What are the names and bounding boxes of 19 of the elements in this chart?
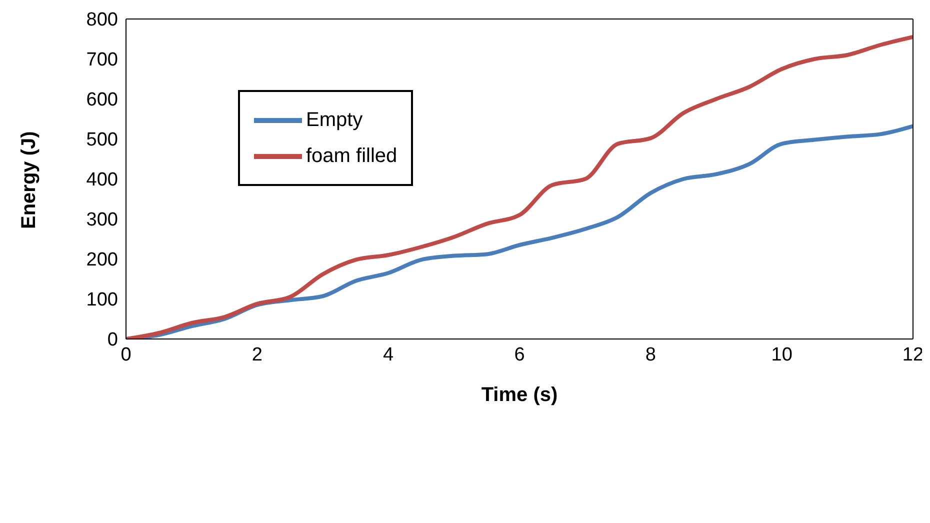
- x-tick-label: 10: [771, 344, 792, 366]
- y-tick-label: 800: [86, 10, 118, 31]
- y-tick-label: 100: [86, 290, 118, 311]
- y-axis-title: Energy (J): [18, 131, 40, 229]
- y-tick-label: 400: [86, 170, 118, 191]
- x-tick-label: 6: [514, 344, 525, 366]
- y-tick-label: 500: [86, 130, 118, 151]
- x-tick-label: 8: [645, 344, 656, 366]
- x-axis-title: Time (s): [481, 384, 558, 406]
- legend-label: foam filled: [306, 144, 398, 168]
- y-tick-label: 300: [86, 210, 118, 231]
- x-tick-label: 2: [252, 344, 262, 366]
- y-tick-label: 200: [86, 250, 118, 271]
- x-tick-label: 0: [120, 344, 132, 366]
- legend-label: Empty: [306, 108, 363, 132]
- y-tick-label: 600: [86, 90, 118, 111]
- y-tick-label: 0: [107, 330, 118, 351]
- y-tick-label: 700: [86, 50, 118, 71]
- x-tick-label: 4: [383, 344, 394, 366]
